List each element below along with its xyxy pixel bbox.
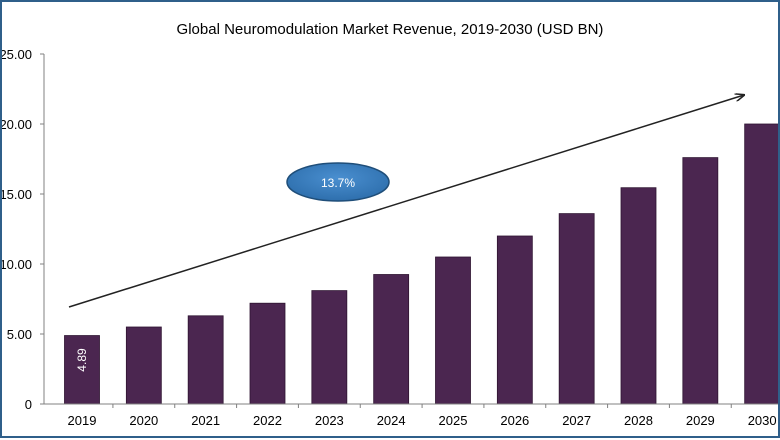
bar (311, 290, 348, 405)
x-tick-label: 2024 (377, 413, 406, 428)
bars (64, 123, 778, 405)
y-tick-label: 10.00 (2, 257, 32, 272)
chart-title: Global Neuromodulation Market Revenue, 2… (177, 21, 604, 38)
y-tick-label: 25.00 (2, 47, 32, 62)
x-tick-label: 2026 (500, 413, 529, 428)
x-tick-label: 2027 (562, 413, 591, 428)
x-tick-label: 2028 (624, 413, 653, 428)
y-axis: 0 5.00 10.00 15.00 20.00 25.00 (2, 47, 45, 412)
y-tick-label: 15.00 (2, 187, 32, 202)
bar (125, 326, 162, 405)
bar-data-label: 4.89 (75, 348, 89, 372)
x-tick-label: 2029 (686, 413, 715, 428)
bar (620, 187, 657, 405)
bar (558, 213, 595, 405)
x-tick-label: 2023 (315, 413, 344, 428)
y-tick-label: 0 (25, 397, 32, 412)
bar (744, 123, 778, 405)
cagr-label: 13.7% (321, 176, 355, 190)
x-tick-label: 2021 (191, 413, 220, 428)
x-tick-label: 2019 (68, 413, 97, 428)
bar (187, 315, 224, 405)
y-tick-label: 5.00 (7, 327, 32, 342)
cagr-ellipse (286, 162, 390, 202)
x-axis-labels: 2019 2020 2021 2022 2023 2024 2025 2026 2027 2028… (68, 404, 777, 428)
y-tick-label: 20.00 (2, 117, 32, 132)
bar (682, 157, 719, 405)
x-tick-label: 2022 (253, 413, 282, 428)
bar (496, 235, 533, 405)
data-labels: 4.89 (75, 348, 89, 372)
bar (435, 256, 471, 405)
x-tick-label: 2030 (748, 413, 777, 428)
bar (249, 302, 286, 405)
trend-arrow (68, 95, 744, 308)
x-tick-label: 2025 (439, 413, 468, 428)
x-tick-label: 2020 (129, 413, 158, 428)
bar (373, 274, 410, 405)
